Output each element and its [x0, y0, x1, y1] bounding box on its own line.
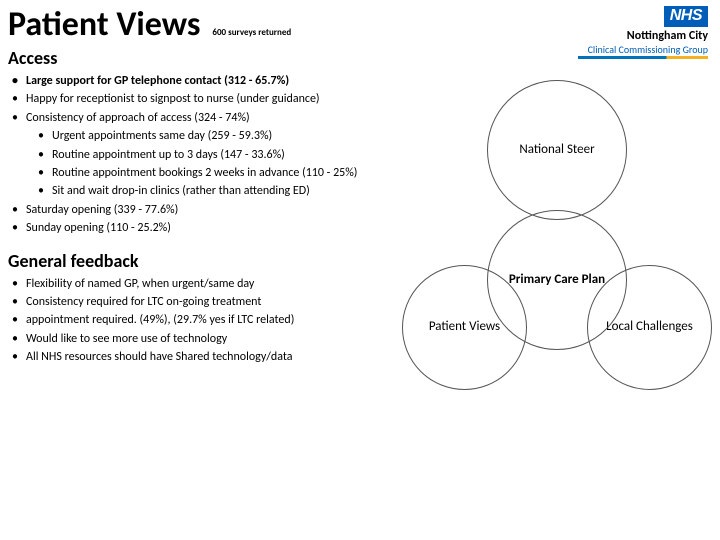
- nhs-badge: NHS: [664, 6, 708, 27]
- list-item: Saturday opening (339 - 77.6%): [8, 202, 390, 219]
- venn-diagram: National Steer Patient Views Local Chall…: [402, 80, 712, 390]
- list-item: appointment required. (49%), (29.7% yes …: [8, 312, 390, 329]
- list-item: Sit and wait drop-in clinics (rather tha…: [8, 183, 390, 200]
- list-item: Would like to see more use of technology: [8, 331, 390, 348]
- nhs-org-type: Clinical Commissioning Group: [588, 43, 708, 56]
- list-item: Sunday opening (110 - 25.2%): [8, 220, 390, 237]
- list-item: Routine appointment bookings 2 weeks in …: [8, 165, 390, 182]
- page-title: Patient Views: [8, 4, 200, 45]
- nhs-logo-block: NHS Nottingham City Clinical Commissioni…: [588, 6, 708, 56]
- list-item: Flexibility of named GP, when urgent/sam…: [8, 276, 390, 293]
- list-item: Happy for receptionist to signpost to nu…: [8, 91, 390, 108]
- list-item: All NHS resources should have Shared tec…: [8, 349, 390, 366]
- list-item: Consistency required for LTC on-going tr…: [8, 294, 390, 311]
- list-item: Consistency of approach of access (324 -…: [8, 110, 390, 127]
- nhs-underline: [578, 56, 708, 59]
- list-item: Large support for GP telephone contact (…: [8, 73, 390, 90]
- access-bullet-list: Large support for GP telephone contact (…: [0, 71, 390, 238]
- feedback-bullet-list: Flexibility of named GP, when urgent/sam…: [0, 274, 390, 367]
- list-item: Urgent appointments same day (259 - 59.3…: [8, 128, 390, 145]
- list-item: Routine appointment up to 3 days (147 - …: [8, 147, 390, 164]
- nhs-org-name: Nottingham City: [588, 29, 708, 43]
- page-subtitle: 600 surveys returned: [212, 27, 291, 38]
- circle-national-steer: National Steer: [487, 80, 627, 220]
- circle-primary-care-plan: Primary Care Plan: [487, 210, 627, 350]
